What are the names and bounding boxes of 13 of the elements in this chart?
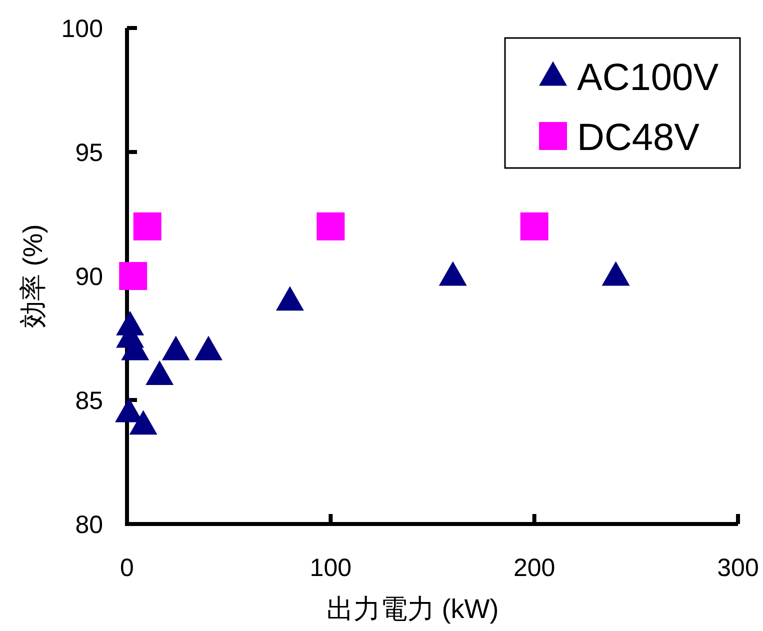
legend-label: AC100V: [577, 57, 720, 99]
y-axis-title: 効率 (%): [18, 224, 48, 328]
legend-label: DC48V: [577, 117, 700, 159]
y-tick-label: 85: [75, 387, 103, 415]
y-tick-label: 90: [75, 263, 103, 291]
x-tick-label: 100: [310, 554, 352, 582]
y-tick-label: 80: [75, 511, 103, 539]
x-tick-label: 0: [120, 554, 134, 582]
y-tick-label: 95: [75, 139, 103, 167]
x-axis-title: 出力電力 (kW): [326, 594, 499, 624]
x-tick-label: 200: [513, 554, 556, 582]
y-tick-label: 100: [61, 15, 103, 43]
x-tick-label: 300: [717, 554, 759, 582]
